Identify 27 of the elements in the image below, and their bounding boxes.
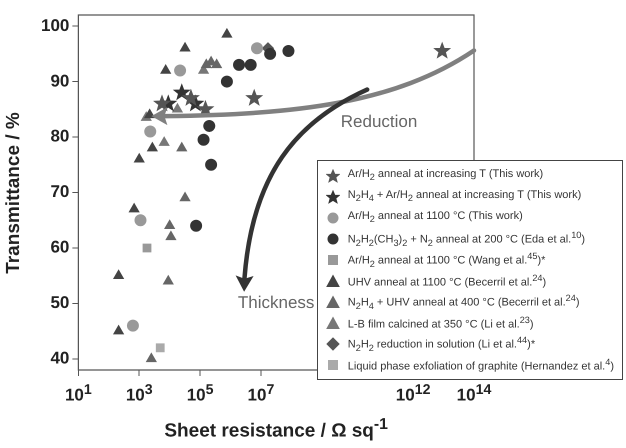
- y-axis-title: Transmittance / %: [3, 112, 25, 274]
- x-tick-label: 10$^{12}$: [396, 382, 430, 406]
- legend-label: Ar/H$_{2}$ anneal at 1100 °C (This work): [348, 210, 523, 225]
- y-tick-label: 50: [50, 293, 70, 312]
- text: N$_{2}$H$_{2}$(CH$_{3}$)$_{2}$ + N$_{2}$ anneal at 200 °C (Eda et al.$^{10}$): [348, 230, 586, 248]
- annotation: Reduction: [340, 112, 418, 132]
- y-tick-label: 80: [50, 126, 70, 146]
- legend-label: N$_{2}$H$_{4}$ + Ar/H$_{2}$ anneal at increasing T (This work): [348, 189, 582, 204]
- x-tick-label: 10$^{3}$: [126, 382, 153, 406]
- annotation: Thickness: [238, 292, 314, 313]
- legend-label: Ar/H$_{2}$ anneal at increasing T (This work): [348, 168, 544, 183]
- y-tick-label: 90: [50, 71, 70, 90]
- x-axis-title: Sheet resistance / Ω sq$^{-1}$: [164, 416, 388, 442]
- legend-label: N$_{2}$H$_{4}$ + UHV anneal at 400 °C (Becerril et al.$^{24}$): [348, 292, 580, 310]
- x-tick-label: 10$^{7}$: [248, 382, 274, 406]
- x-tick-label: 10$^{5}$: [186, 382, 214, 406]
- y-tick-label: 70: [50, 182, 70, 202]
- y-tick-label: 40: [50, 348, 70, 368]
- legend-label: Liquid phase exfoliation of graphite (Hernandez et al.$^{4}$): [348, 356, 614, 372]
- legend-label: Ar/H$_{2}$ anneal at 1100 °C (Wang et al.$^{45}$)*: [348, 250, 546, 268]
- x-tick-label: 10$^{1}$: [64, 382, 92, 406]
- y-tick-label: 60: [50, 238, 70, 257]
- legend-label: UHV anneal at 1100 °C (Becerril et al.$^{24}$): [348, 272, 546, 288]
- x-tick-label: 10$^{14}$: [456, 382, 492, 406]
- legend-label: L-B film calcined at 350 °C (Li et al.$^{23}$): [348, 314, 534, 330]
- y-tick-label: 100: [40, 16, 70, 35]
- legend-label: N$_{2}$H$_{2}$ reduction in solution (Li et al.$^{44}$)*: [348, 334, 536, 352]
